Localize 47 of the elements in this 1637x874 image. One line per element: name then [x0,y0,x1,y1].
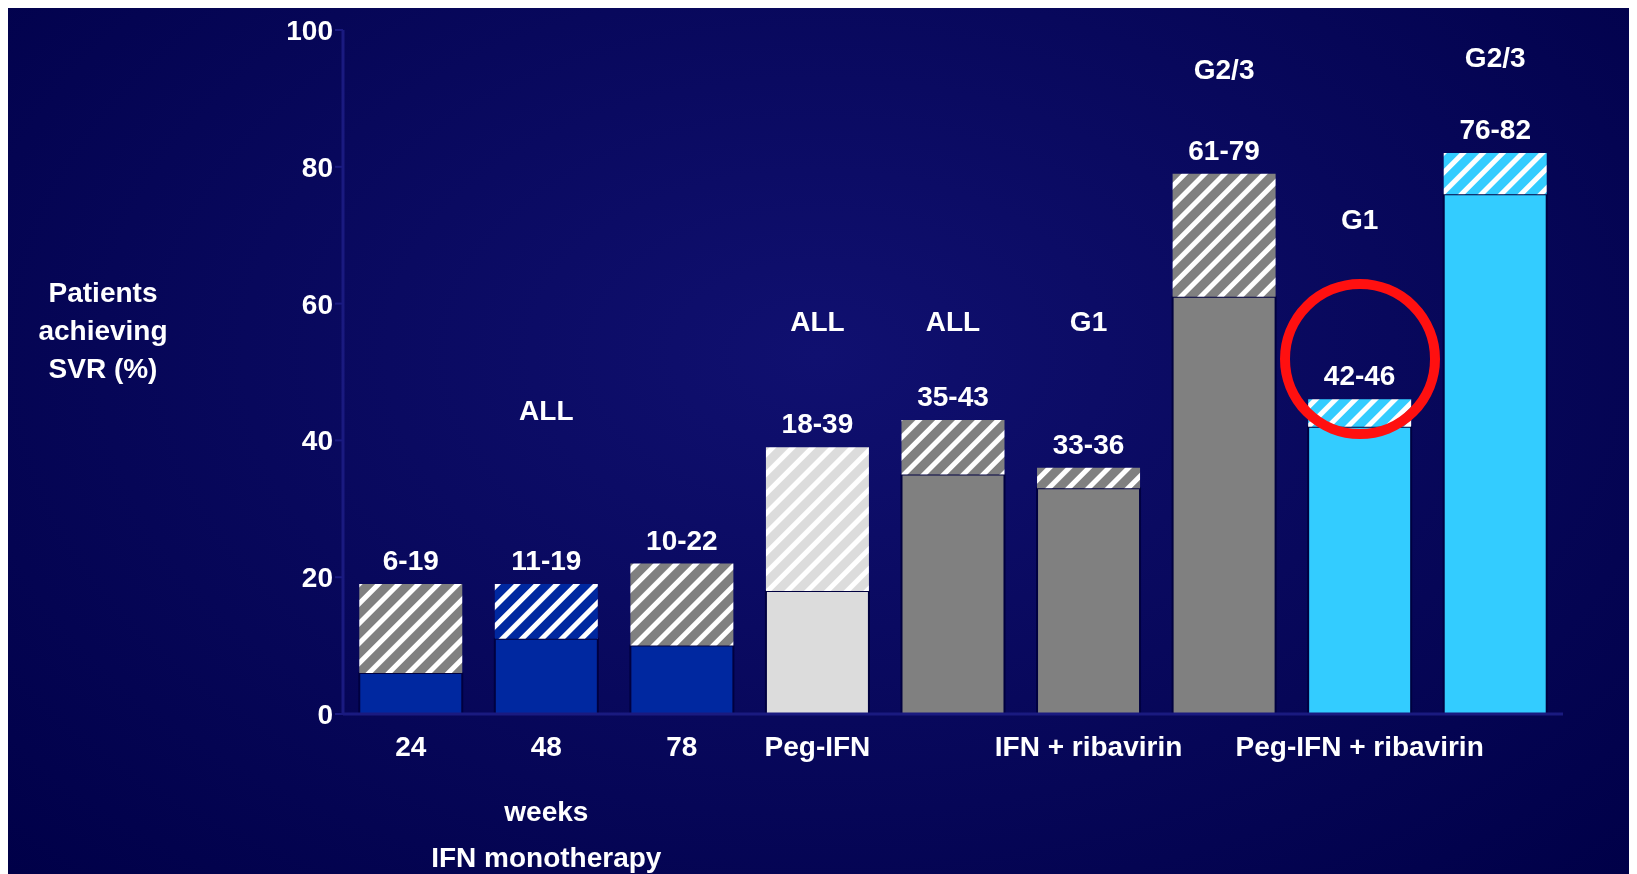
data-label: 35-43 [917,380,989,412]
annotation: G1 [1069,306,1108,337]
data-label: 33-36 [1052,428,1125,460]
x-tick-label: 48 [530,730,562,762]
annotation: ALL [518,395,575,427]
bar [1037,467,1141,489]
text: weeks [503,796,590,828]
bar [359,584,463,673]
y-tick-label: 100 [286,14,333,46]
bar [1442,193,1548,714]
bar [900,473,1006,714]
bar [493,637,599,714]
data-label: 61-79 [1188,134,1260,166]
y-axis-title: Patients achieving SVR (%) [37,275,169,386]
annotation: G1 [1339,204,1380,236]
y-tick-label: 20 [301,562,333,594]
y-tick-label: 60 [301,288,333,320]
bar [901,419,1005,475]
bar [358,671,464,714]
x-tick-label: Peg-IFN + ribavirin [1235,730,1484,762]
bar [1036,487,1142,714]
x-tick-label: 78 [666,730,698,762]
bar [1443,153,1547,195]
y-tick-label: 80 [301,151,333,183]
data-label: 10-22 [646,524,718,556]
data-label: 42-46 [1323,360,1396,392]
bar [494,584,598,639]
x-tick-label: Peg-IFN [764,730,871,762]
y-tick-label: 40 [301,425,333,457]
bar [764,589,870,714]
data-label: 6-19 [382,545,439,577]
data-label: 76-82 [1459,114,1532,146]
annotation: G2/3 [1192,54,1256,86]
bar [1172,173,1276,297]
data-label: 18-39 [781,408,854,440]
data-label: 11-19 [511,545,582,577]
x-tick-label: IFN + ribavirin [994,730,1183,762]
x-tick-label: 24 [395,730,427,762]
y-tick-label: 0 [317,698,333,730]
text: IFN monotherapy [430,842,663,874]
annotation: ALL [790,306,845,337]
annotation: ALL [925,306,981,337]
bar [629,644,735,714]
bar [1171,295,1277,714]
bar [765,447,869,591]
bar [630,563,734,646]
annotation: G2/3 [1463,42,1527,74]
